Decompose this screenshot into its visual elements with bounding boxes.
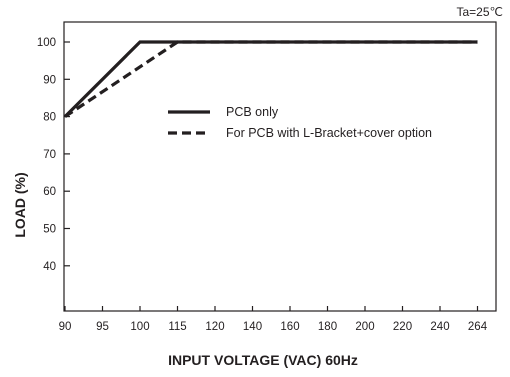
x-tick-label-115: 115 bbox=[168, 321, 186, 333]
series-line-l-bracket-cover bbox=[64, 40, 478, 118]
legend: PCB only For PCB with L-Bracket+cover opt… bbox=[168, 105, 432, 140]
x-tick-label-264: 264 bbox=[468, 321, 488, 333]
x-tick-label-240: 240 bbox=[430, 321, 449, 333]
x-tick-label-90: 90 bbox=[59, 321, 72, 333]
y-axis: 40 50 60 70 80 90 100 bbox=[37, 37, 70, 273]
x-tick-label-100: 100 bbox=[130, 321, 149, 333]
y-tick-label-80: 80 bbox=[43, 112, 56, 124]
y-axis-title: LOAD (%) bbox=[12, 172, 28, 237]
series-layer bbox=[63, 40, 478, 118]
x-axis: 90 95 100 115 120 140 160 180 200 220 240 264 bbox=[59, 306, 488, 333]
ambient-temperature-note: Ta=25℃ bbox=[456, 5, 503, 19]
x-tick-label-180: 180 bbox=[318, 321, 337, 333]
x-axis-title: INPUT VOLTAGE (VAC) 60Hz bbox=[168, 352, 358, 368]
y-tick-label-50: 50 bbox=[43, 224, 56, 236]
x-tick-label-160: 160 bbox=[280, 321, 299, 333]
legend-label-pcb-only: PCB only bbox=[226, 105, 279, 119]
x-tick-label-120: 120 bbox=[205, 321, 224, 333]
x-tick-label-95: 95 bbox=[96, 321, 109, 333]
x-tick-label-220: 220 bbox=[393, 321, 412, 333]
y-tick-label-40: 40 bbox=[43, 261, 56, 273]
y-tick-label-60: 60 bbox=[43, 186, 56, 198]
legend-label-l-bracket-cover: For PCB with L-Bracket+cover option bbox=[226, 126, 432, 140]
x-tick-label-140: 140 bbox=[243, 321, 262, 333]
x-tick-label-200: 200 bbox=[355, 321, 374, 333]
y-tick-label-70: 70 bbox=[43, 149, 56, 161]
plot-frame bbox=[63, 21, 497, 312]
y-tick-label-100: 100 bbox=[37, 37, 56, 49]
y-tick-label-90: 90 bbox=[43, 74, 56, 86]
